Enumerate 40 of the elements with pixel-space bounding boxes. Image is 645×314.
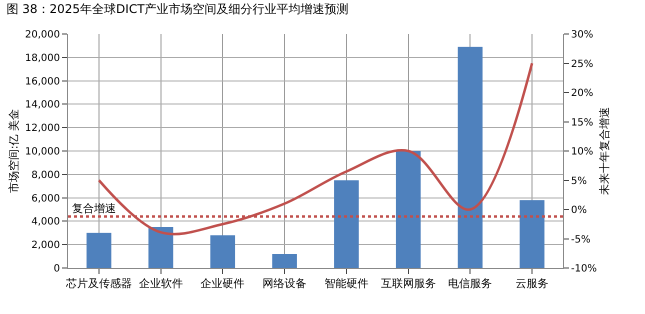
x-tick-label: 互联网服务 bbox=[380, 277, 436, 290]
y2-tick-label: 15% bbox=[571, 117, 594, 128]
y-tick-label: 2,000 bbox=[31, 240, 60, 252]
x-tick-label: 智能硬件 bbox=[324, 277, 368, 290]
bar bbox=[458, 46, 483, 268]
bar bbox=[334, 180, 359, 268]
y-axis-title: 市场空间:亿 美金 bbox=[8, 108, 21, 194]
x-tick-label: 企业软件 bbox=[138, 277, 183, 290]
y2-axis-title: 未来十年复合增速 bbox=[598, 107, 612, 195]
y2-tick-label: 0% bbox=[571, 205, 587, 216]
bar bbox=[86, 232, 112, 268]
y-tick-label: 10,000 bbox=[25, 146, 60, 158]
y-tick-label: 18,000 bbox=[25, 52, 60, 64]
y-tick-label: 20,000 bbox=[25, 30, 60, 40]
y2-tick-label: 25% bbox=[571, 58, 594, 70]
ref-line-label: 复合增速 bbox=[72, 202, 116, 215]
x-tick-label: 云服务 bbox=[516, 277, 549, 290]
y-tick-label: 0 bbox=[54, 264, 60, 274]
y-tick-label: 14,000 bbox=[25, 100, 60, 111]
y2-tick-label: -5% bbox=[571, 234, 590, 246]
y-tick-label: 16,000 bbox=[25, 76, 60, 88]
y2-tick-label: 10% bbox=[571, 146, 594, 158]
y-tick-label: 12,000 bbox=[25, 123, 60, 134]
x-tick-label: 企业硬件 bbox=[200, 277, 245, 290]
y2-tick-label: 20% bbox=[571, 88, 594, 99]
y2-tick-label: -10% bbox=[571, 264, 597, 274]
y2-tick-label: 5% bbox=[571, 176, 587, 187]
bar bbox=[210, 235, 236, 268]
chart-title: 图 38：2025年全球DICT产业市场空间及细分行业平均增速预测 bbox=[6, 2, 349, 16]
bar bbox=[396, 151, 421, 268]
y2-tick-label: 30% bbox=[571, 30, 594, 40]
y-tick-label: 8,000 bbox=[31, 170, 60, 181]
bar bbox=[272, 254, 297, 268]
x-tick-label: 电信服务 bbox=[448, 277, 492, 290]
bar bbox=[520, 200, 544, 268]
x-tick-label: 芯片及传感器 bbox=[64, 277, 132, 290]
bar bbox=[148, 227, 174, 268]
y-tick-label: 4,000 bbox=[31, 216, 60, 228]
x-tick-label: 网络设备 bbox=[262, 277, 307, 290]
y-tick-label: 6,000 bbox=[31, 193, 60, 204]
